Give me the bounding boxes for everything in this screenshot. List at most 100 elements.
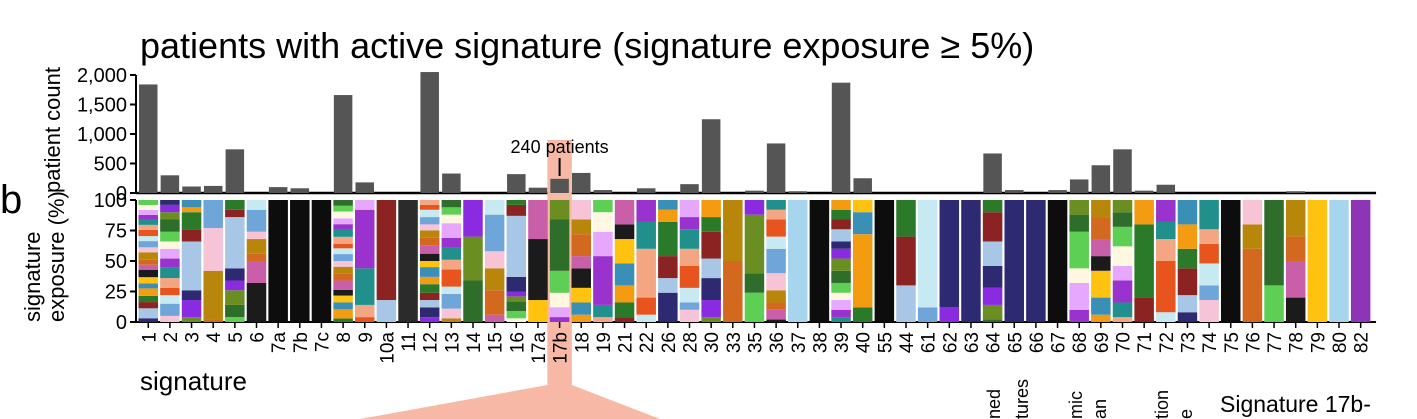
x-tick-label: 11: [399, 332, 420, 352]
exposure-segment: [744, 273, 765, 293]
exposure-segment: [658, 209, 678, 222]
exposure-segment: [571, 200, 591, 220]
exposure-segment: [160, 267, 180, 279]
footer-fragment: tion: [1152, 390, 1172, 419]
exposure-segment: [701, 278, 721, 301]
x-tick-label: 77: [1265, 332, 1286, 353]
exposure-bar: [181, 200, 202, 322]
exposure-segment: [571, 234, 591, 257]
exposure-segment: [1156, 239, 1176, 261]
exposure-segment: [614, 200, 635, 225]
exposure-segment: [679, 217, 700, 230]
footer-fragment: mic: [1066, 391, 1086, 419]
x-tick-label: 26: [659, 332, 680, 353]
exposure-segment: [333, 205, 353, 212]
exposure-segment: [506, 301, 527, 312]
exposure-segment: [636, 314, 656, 322]
exposure-segment: [181, 212, 202, 230]
exposure-segment: [1285, 200, 1306, 237]
exposure-bar: [246, 200, 267, 322]
exposure-segment: [419, 230, 440, 238]
exposure-segment: [138, 224, 158, 230]
exposure-segment: [246, 209, 267, 232]
exposure-bar: [160, 200, 180, 322]
panel-label: b: [0, 178, 22, 222]
exposure-segment: [1285, 297, 1306, 322]
exposure-bar: [1112, 200, 1133, 322]
exposure-segment: [766, 248, 786, 274]
x-tick-label: 4: [204, 332, 225, 343]
exposure-bar: [1134, 200, 1154, 322]
exposure-segment: [1091, 239, 1111, 257]
exposure-segment: [982, 287, 1003, 305]
exposure-segment: [181, 207, 202, 213]
exposure-segment: [160, 200, 180, 205]
exposure-segment: [614, 302, 635, 318]
exposure-segment: [441, 237, 462, 248]
exposure-segment: [246, 253, 267, 261]
exposure-segment: [1329, 200, 1349, 322]
exposure-segment: [1199, 243, 1219, 264]
exposure-segment: [852, 234, 873, 308]
exposure-bar: [268, 200, 288, 322]
exposure-segment: [896, 285, 916, 322]
exposure-bar: [1199, 200, 1219, 322]
exposure-segment: [160, 241, 180, 249]
exposure-segment: [614, 317, 635, 322]
count-tick-label: 0: [116, 183, 127, 205]
exposure-segment: [419, 300, 440, 308]
count-bar: [507, 174, 526, 193]
x-tick-label: 38: [810, 332, 831, 353]
exposure-segment: [441, 308, 462, 319]
exposure-segment: [549, 270, 570, 293]
count-bar: [333, 95, 353, 193]
exposure-segment: [419, 204, 440, 210]
exposure-bar: [658, 200, 678, 322]
count-bars: [139, 72, 1305, 193]
exposure-segment: [982, 304, 1003, 320]
exposure-segment: [831, 229, 851, 242]
exposure-segment: [333, 302, 353, 310]
footer-fragment: ned: [984, 389, 1004, 419]
exposure-segment: [138, 259, 158, 265]
exposure-segment: [506, 215, 527, 277]
x-tick-label: 67: [1049, 332, 1070, 353]
exposure-segment: [225, 280, 245, 291]
exposure-segment: [723, 200, 743, 261]
exposure-segment: [419, 292, 440, 301]
count-bar: [853, 178, 872, 193]
exposure-segment: [636, 200, 656, 222]
x-tick-label: 22: [637, 332, 658, 353]
patient-annotation: 240 patients: [511, 137, 609, 176]
count-bar: [550, 178, 569, 193]
exposure-segment: [788, 200, 808, 322]
exposure-segment: [549, 307, 570, 318]
exposure-segment: [571, 219, 591, 235]
x-tick-label: 9: [356, 332, 377, 343]
exposure-bar: [1069, 200, 1089, 322]
exposure-segment: [181, 300, 202, 318]
exposure-bar: [1026, 200, 1046, 322]
count-bar: [290, 188, 310, 193]
exposure-segment: [1134, 224, 1154, 298]
exposure-segment: [831, 309, 851, 318]
x-tick-label: 70: [1114, 332, 1135, 353]
exposure-segment: [1264, 200, 1284, 286]
exposure-segment: [679, 309, 700, 322]
exposure-segment: [181, 200, 202, 208]
exposure-bar: [679, 200, 700, 322]
exposure-segment: [484, 268, 505, 291]
exposure-segment: [593, 256, 613, 305]
count-bar: [182, 186, 201, 193]
exposure-segment: [138, 247, 158, 253]
exposure-segment: [225, 304, 245, 318]
exposure-segment: [1177, 224, 1198, 249]
exposure-segment: [852, 212, 873, 235]
x-tick-label: 65: [1005, 332, 1026, 353]
exposure-bar: [290, 200, 310, 322]
exposure-segment: [917, 200, 938, 308]
count-bar: [745, 190, 764, 193]
count-bar: [680, 184, 699, 193]
exposure-segment: [679, 302, 700, 310]
